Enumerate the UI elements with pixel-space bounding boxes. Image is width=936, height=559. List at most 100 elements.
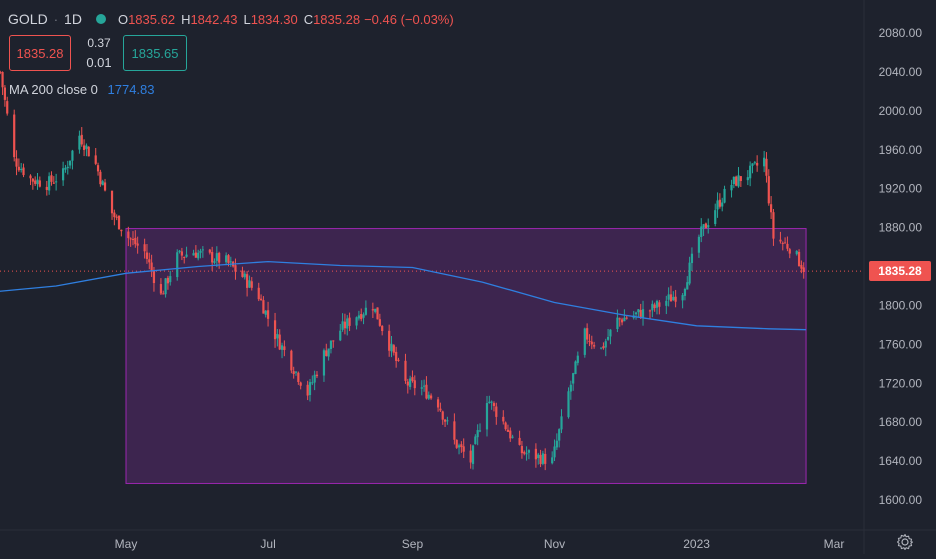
candle-body xyxy=(225,255,228,263)
candle-body xyxy=(120,229,123,232)
candle-body xyxy=(150,262,153,271)
settings-gear-icon[interactable] xyxy=(896,533,914,551)
candle-body xyxy=(665,300,668,306)
candle-body xyxy=(476,430,479,438)
ohlc-close-key: C xyxy=(303,11,314,27)
candle-body xyxy=(427,394,430,399)
candle-body xyxy=(183,256,186,258)
candle-body xyxy=(779,239,782,242)
candle-body xyxy=(17,166,20,171)
candle-body xyxy=(737,175,740,187)
candle-body xyxy=(409,378,412,387)
candle-body xyxy=(306,384,309,396)
candle-body xyxy=(248,280,251,288)
candle-body xyxy=(637,309,640,313)
candle-body xyxy=(714,210,717,225)
ma200-line xyxy=(0,260,807,331)
candle-body xyxy=(388,330,391,351)
candle-body xyxy=(292,371,295,374)
candle-body xyxy=(71,150,74,161)
ohlc-high-key: H xyxy=(181,11,191,27)
candle-body xyxy=(115,216,118,218)
candle-body xyxy=(446,420,449,422)
candle-body xyxy=(574,361,577,375)
candle-body xyxy=(199,250,202,253)
candle-body xyxy=(215,253,218,261)
candle-body xyxy=(362,314,365,318)
candle-body xyxy=(721,202,724,207)
candle-body xyxy=(22,167,25,176)
candle-body xyxy=(634,312,638,315)
candle-body xyxy=(690,253,694,264)
sell-button[interactable]: 1835.28 xyxy=(9,35,71,71)
x-tick-label: Nov xyxy=(544,537,565,551)
candle-body xyxy=(509,430,512,439)
candle-body xyxy=(504,422,507,430)
interval-label[interactable]: 1D xyxy=(64,11,82,27)
candle-body xyxy=(702,224,705,228)
candle-body xyxy=(117,215,121,230)
candle-body xyxy=(572,373,575,384)
candle-body xyxy=(211,251,214,263)
candle-body xyxy=(329,340,333,350)
candle-body xyxy=(462,446,465,452)
ma-indicator-value: 1774.83 xyxy=(107,82,155,97)
candle-body xyxy=(299,382,302,386)
candle-body xyxy=(553,446,556,458)
candle-body xyxy=(378,319,381,326)
candle-body xyxy=(348,317,351,326)
candle-body xyxy=(276,334,279,339)
price-change: −0.46 (−0.03%) xyxy=(364,11,454,27)
candle-body xyxy=(201,249,204,251)
candle-body xyxy=(718,199,721,207)
candle-body xyxy=(639,309,642,318)
candle-body xyxy=(280,345,284,350)
candle-body xyxy=(159,284,163,294)
candle-body xyxy=(99,171,102,185)
candle-body xyxy=(134,237,137,245)
candle-body xyxy=(0,71,2,73)
candle-body xyxy=(623,317,626,322)
buy-button[interactable]: 1835.65 xyxy=(123,35,187,71)
candle-body xyxy=(80,134,83,145)
candle-body xyxy=(143,244,146,252)
candle-body xyxy=(6,101,9,114)
candle-body xyxy=(166,277,170,284)
candle-body xyxy=(697,236,701,253)
candle-body xyxy=(783,242,787,244)
candle-body xyxy=(558,429,561,441)
candle-body xyxy=(357,315,360,319)
candle-body xyxy=(152,271,156,284)
candle-body xyxy=(723,188,726,203)
y-tick-label: 2080.00 xyxy=(879,26,923,40)
candle-body xyxy=(620,319,624,323)
candle-body xyxy=(586,328,589,340)
ma-indicator-legend[interactable]: MA 200 close 0 1774.83 xyxy=(9,82,155,97)
ma-indicator-label: MA 200 close 0 xyxy=(9,82,98,97)
candle-body xyxy=(537,454,540,459)
candle-body xyxy=(308,382,312,396)
candle-body xyxy=(770,204,773,213)
candle-body xyxy=(390,343,393,352)
symbol-name[interactable]: GOLD xyxy=(8,11,48,27)
candle-body xyxy=(78,135,81,150)
candle-body xyxy=(686,282,689,290)
candle-body xyxy=(110,190,114,214)
candle-body xyxy=(795,251,798,255)
candle-body xyxy=(1,72,4,88)
candle-body xyxy=(436,399,440,408)
candle-body xyxy=(94,155,97,164)
candle-body xyxy=(800,265,803,269)
candle-body xyxy=(257,287,260,300)
candle-body xyxy=(148,259,151,263)
candle-body xyxy=(455,439,458,448)
candle-body xyxy=(278,334,281,350)
candle-body xyxy=(411,377,414,381)
candle-body xyxy=(788,249,791,254)
candle-body xyxy=(96,165,100,172)
candle-body xyxy=(145,252,149,259)
candle-body xyxy=(732,176,735,185)
candle-body xyxy=(327,348,330,357)
candle-body xyxy=(360,313,363,320)
spread-display: 0.37 0.01 xyxy=(84,34,114,72)
